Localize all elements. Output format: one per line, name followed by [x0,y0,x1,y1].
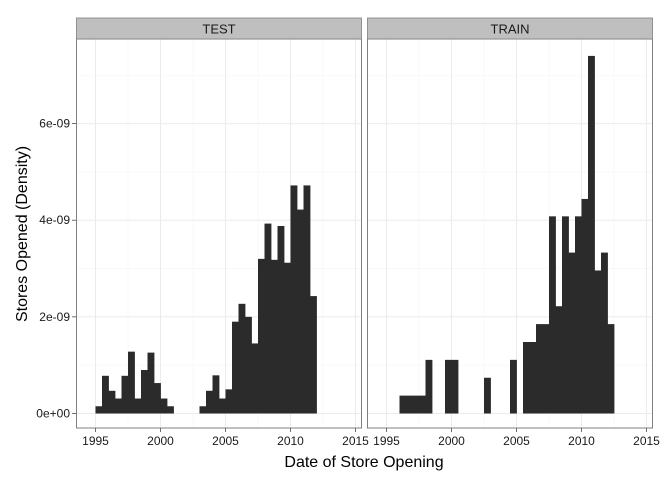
histogram-bar [601,252,608,414]
x-tick-label: 2010 [277,434,304,448]
histogram-bar [134,398,142,414]
histogram-bar [238,303,246,414]
histogram-bar [108,390,116,414]
facet-panels: TEST TRAIN [76,17,653,429]
histogram-bar [297,209,304,414]
facet-strip-label: TRAIN [491,22,530,37]
histogram-bar [219,398,226,414]
histogram-bar [419,395,426,414]
histogram-bar [425,359,433,414]
facet-panel-train: TRAIN [367,17,653,429]
x-tick-label: 1995 [82,434,109,448]
histogram-bar [199,406,207,414]
histogram-bar [412,395,420,414]
x-tick-label: 2005 [503,434,530,448]
histogram-bar [251,343,259,414]
facet-strip-label: TEST [202,22,235,37]
facet-strip [76,17,362,40]
histogram-bar [523,341,530,414]
histogram-bar [575,216,582,414]
histogram-bar [225,389,233,414]
histogram-bar [529,341,537,414]
histogram-bar [406,395,413,414]
y-tick-label: 2e-09 [39,310,70,324]
panel-background [76,39,362,428]
histogram-bar [303,185,311,414]
x-axis-test: 1995 2000 2005 2010 2015 [82,428,369,448]
histogram-bar [154,383,161,414]
histogram-bar [451,359,459,414]
x-tick-label: 2015 [633,434,660,448]
histogram-bar [510,359,517,414]
histogram-bar [128,351,135,414]
histogram-bar [258,258,265,414]
histogram-bar [121,375,129,414]
histogram-bar [271,259,278,414]
histogram-bar [310,296,317,414]
x-tick-label: 2000 [147,434,174,448]
x-tick-label: 1995 [373,434,400,448]
histogram-bar [232,321,239,414]
histogram-bar [277,226,285,414]
histogram-bar [581,198,589,414]
x-tick-label: 2000 [438,434,465,448]
facet-strip [367,17,653,40]
y-tick-label: 6e-09 [39,117,70,131]
histogram-bar [562,216,569,414]
histogram-bar [160,398,168,414]
histogram-bar [141,370,148,414]
histogram-bar [264,223,272,414]
histogram-bar [102,375,109,414]
histogram-bar [536,324,543,414]
histogram-bar [484,377,491,414]
x-axis-train: 1995 2000 2005 2010 2015 [373,428,660,448]
x-tick-label: 2015 [342,434,369,448]
histogram-bar [167,406,174,414]
histogram-bar [445,359,452,414]
histogram-bar [284,262,291,414]
histogram-bar [115,398,122,414]
y-tick-label: 0e+00 [36,407,70,421]
x-tick-label: 2010 [568,434,595,448]
histogram-bar [147,352,155,414]
histogram-bar [568,252,576,414]
histogram-bar [245,316,252,414]
histogram-bar [588,55,595,414]
x-axis-title: Date of Store Opening [284,454,443,471]
x-tick-label: 2005 [212,434,239,448]
histogram-bar [206,390,213,414]
histogram-bar [399,395,407,414]
histogram-bar [95,406,103,414]
histogram-bar [607,324,615,414]
y-axis: 0e+00 2e-09 4e-09 6e-09 [36,117,76,421]
histogram-bar [542,324,550,414]
histogram-bar [555,306,563,414]
histogram-bar [290,185,298,414]
y-axis-title: Stores Opened (Density) [14,146,31,322]
facet-panel-test: TEST [76,17,362,429]
x-axes: 1995 2000 2005 2010 2015 1995 2000 2005 2010 2015 [82,428,660,448]
y-tick-label: 4e-09 [39,213,70,227]
histogram-bar [549,216,556,414]
histogram-bar [594,270,602,414]
histogram-bar [212,375,220,414]
